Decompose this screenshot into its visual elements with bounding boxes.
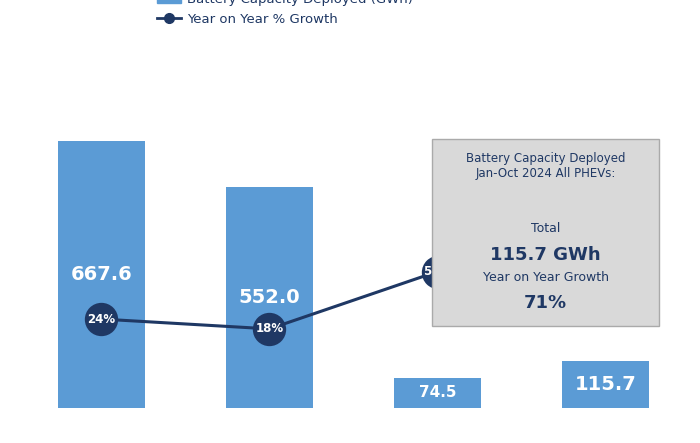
Text: 18%: 18% xyxy=(256,323,284,335)
Bar xyxy=(57,141,145,408)
Bar xyxy=(394,378,482,408)
Text: 115%: 115% xyxy=(587,163,624,176)
Text: 667.6: 667.6 xyxy=(71,264,132,284)
Text: Battery Capacity Deployed
Jan-Oct 2024 All PHEVs:: Battery Capacity Deployed Jan-Oct 2024 A… xyxy=(466,152,625,180)
Text: Total: Total xyxy=(531,222,560,235)
Bar xyxy=(225,187,313,408)
Text: 53%: 53% xyxy=(424,265,452,278)
Bar xyxy=(562,361,650,408)
Legend: Battery Capacity Deployed (GWh), Year on Year % Growth: Battery Capacity Deployed (GWh), Year on… xyxy=(152,0,419,31)
Text: 115.7 GWh: 115.7 GWh xyxy=(490,245,601,264)
Text: 71%: 71% xyxy=(524,294,567,312)
Text: 552.0: 552.0 xyxy=(239,288,300,307)
Text: Year on Year Growth: Year on Year Growth xyxy=(482,271,608,284)
Text: 115.7: 115.7 xyxy=(575,375,636,394)
Text: 74.5: 74.5 xyxy=(419,385,456,400)
Text: 24%: 24% xyxy=(88,313,116,326)
